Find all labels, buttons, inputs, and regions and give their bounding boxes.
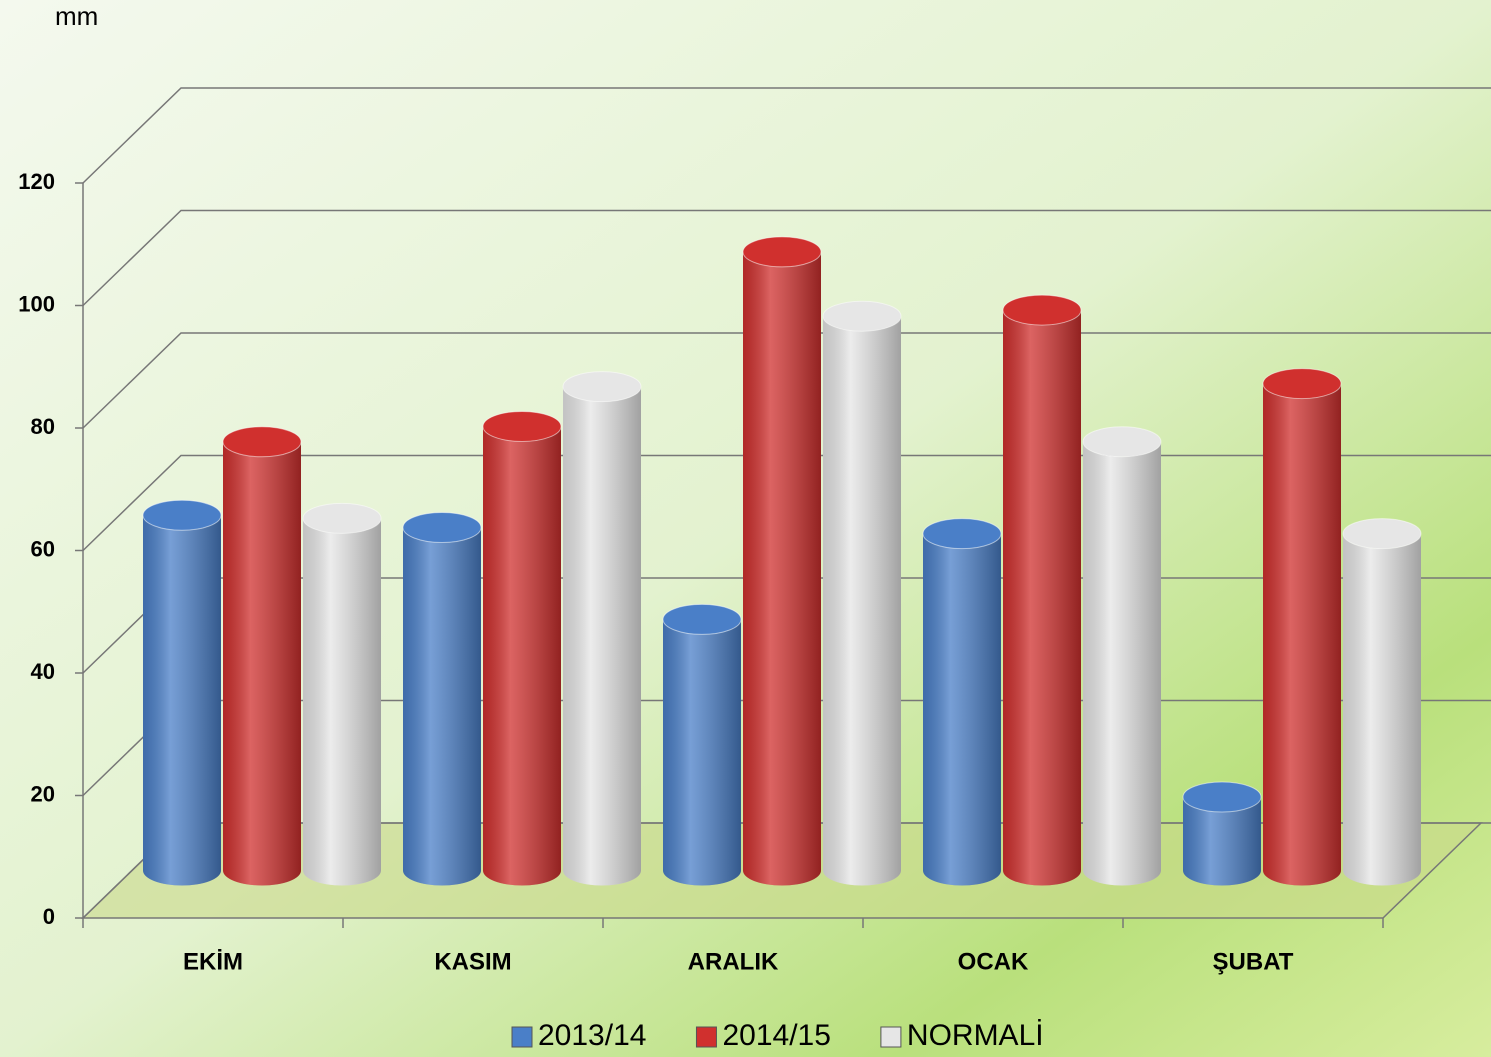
legend-label: 2013/14 <box>538 1019 646 1052</box>
x-tick-label: ARALIK <box>688 948 779 975</box>
cylinder <box>1182 781 1262 886</box>
cylinder <box>1002 294 1082 886</box>
x-tick-label: EKİM <box>183 948 243 975</box>
y-tick-label: 100 <box>18 291 55 316</box>
bar-shade <box>223 441 301 886</box>
bar-shade <box>403 527 481 886</box>
y-tick-label: 20 <box>31 781 55 806</box>
x-tick-label: ŞUBAT <box>1213 948 1294 975</box>
legend-swatch <box>880 1026 902 1048</box>
bar-top <box>822 300 902 332</box>
bar-top <box>222 426 302 458</box>
cylinder <box>742 236 822 886</box>
bar-shade <box>143 515 221 886</box>
cylinder <box>922 518 1002 886</box>
cylinder <box>302 502 382 886</box>
cylinder <box>482 410 562 886</box>
bar-top <box>562 371 642 403</box>
y-tick-label: 0 <box>43 904 55 929</box>
y-tick-label: 60 <box>31 536 55 561</box>
bar-top <box>1262 368 1342 400</box>
bar-shade <box>1183 797 1261 886</box>
bar-shade <box>303 518 381 886</box>
bar-shade <box>1263 383 1341 886</box>
y-axis-label: mm <box>55 1 98 31</box>
cylinder <box>562 371 642 886</box>
cylinder <box>1342 518 1422 886</box>
cylinder <box>822 300 902 886</box>
bar-top <box>742 236 822 268</box>
legend-label: 2014/15 <box>722 1019 830 1052</box>
bar-top <box>1082 426 1162 458</box>
bar-shade <box>1003 310 1081 886</box>
cylinder <box>402 512 482 886</box>
bar-shade <box>483 426 561 886</box>
bar-shade <box>923 533 1001 886</box>
bar-shade <box>1083 441 1161 886</box>
cylinder <box>142 499 222 886</box>
legend-swatch <box>695 1026 717 1048</box>
bar-top <box>662 603 742 635</box>
bar-top <box>922 518 1002 550</box>
bar-shade <box>563 386 641 886</box>
bar-top <box>1342 518 1422 550</box>
grid-line <box>82 87 1491 184</box>
legend-swatch <box>511 1026 533 1048</box>
y-tick-label: 120 <box>18 169 55 194</box>
bar-shade <box>823 316 901 886</box>
bar-top <box>402 512 482 543</box>
x-tick-label: OCAK <box>958 948 1029 975</box>
cylinder <box>1082 426 1162 886</box>
bar-top <box>302 502 382 534</box>
grid-line <box>82 209 1491 307</box>
x-tick-label: KASIM <box>434 948 511 975</box>
y-tick-label: 40 <box>31 659 55 684</box>
bar-shade <box>1343 533 1421 886</box>
cylinder <box>662 603 742 886</box>
bar-top <box>1182 781 1262 813</box>
y-tick-label: 80 <box>31 414 55 439</box>
cylinder <box>222 426 302 886</box>
bar-top <box>482 410 562 442</box>
bar-top <box>142 499 222 531</box>
bar-shade <box>743 251 821 886</box>
legend-label: NORMALİ <box>907 1019 1044 1052</box>
bar-shade <box>663 619 741 886</box>
cylinder <box>1262 368 1342 886</box>
bar-top <box>1002 294 1082 326</box>
